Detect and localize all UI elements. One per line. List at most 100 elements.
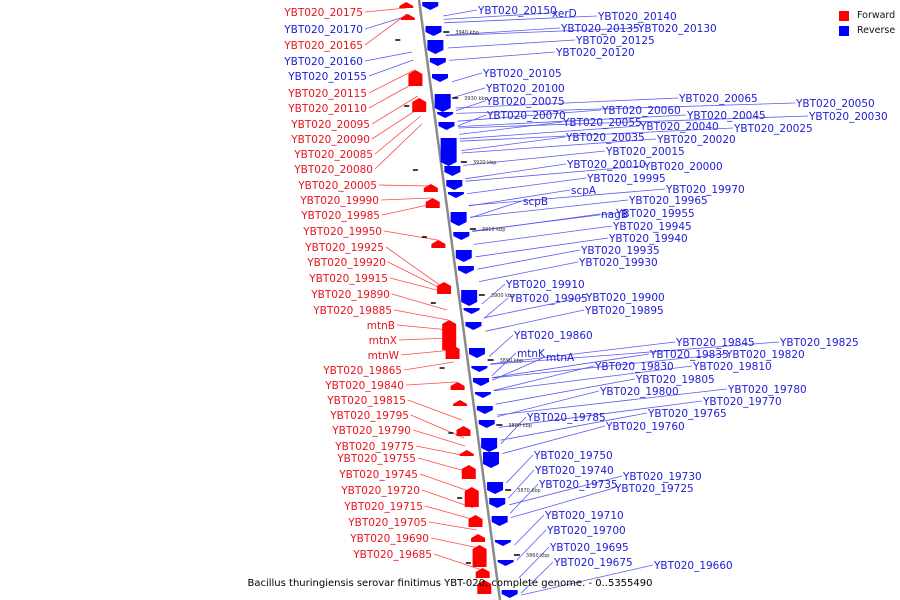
gene-label: mtnK	[517, 348, 546, 360]
gene-label: YBT020_20030	[808, 111, 888, 123]
leader-line	[410, 414, 465, 439]
forward-gene	[464, 487, 479, 507]
gene-label: YBT020_19810	[692, 361, 772, 373]
forward-gene	[461, 465, 476, 479]
gene-label: YBT020_20025	[733, 123, 813, 135]
gene-label: YBT020_19965	[628, 195, 708, 207]
gene-label: YBT020_20130	[637, 23, 717, 35]
legend-forward: Forward	[839, 8, 895, 23]
gene-label: YBT020_20085	[293, 149, 373, 161]
forward-gene	[456, 426, 471, 436]
legend: Forward Reverse	[839, 8, 895, 38]
gene-label: YBT020_19775	[334, 441, 414, 453]
leader-line	[490, 341, 780, 365]
leader-line	[516, 529, 547, 561]
leader-line	[509, 475, 623, 506]
gene-label: YBT020_20115	[287, 88, 367, 100]
leader-line	[433, 553, 483, 571]
leader-line	[507, 469, 535, 499]
map-caption: Bacillus thuringiensis serovar finitimus…	[247, 578, 653, 589]
gene-label: YBT020_20150	[477, 5, 557, 17]
leader-line	[454, 87, 486, 98]
reverse-gene	[431, 74, 448, 82]
leader-line	[385, 246, 445, 289]
reverse-gene	[481, 438, 498, 452]
leader-line	[483, 296, 586, 319]
reverse-gene	[471, 366, 488, 372]
reverse-gene	[468, 348, 485, 358]
gene-label: YBT020_19885	[312, 305, 392, 317]
leader-line	[445, 27, 561, 36]
gene-label: YBT020_20060	[601, 105, 681, 117]
leader-line	[477, 249, 581, 270]
gene-label: nagB	[601, 209, 628, 221]
gene-label: YBT020_19660	[653, 560, 733, 572]
gene-label: YBT020_19755	[336, 453, 416, 465]
leader-line	[490, 341, 676, 365]
leader-line	[472, 212, 616, 232]
leader-line	[378, 184, 431, 187]
leader-line	[407, 399, 462, 421]
gene-label: YBT020_19725	[614, 483, 694, 495]
gene-label: YBT020_19745	[338, 469, 418, 481]
gene-label: YBT020_19925	[304, 242, 384, 254]
leader-line	[481, 283, 506, 305]
leader-line	[368, 59, 414, 77]
reverse-swatch	[839, 25, 849, 36]
leader-line	[502, 425, 606, 454]
gene-label: YBT020_19955	[615, 208, 695, 220]
reverse-gene	[501, 590, 518, 598]
reverse-gene	[478, 420, 495, 428]
gene-label: YBT020_19905	[508, 293, 588, 305]
forward-gene	[475, 568, 490, 578]
leader-line	[497, 390, 600, 417]
leader-line	[496, 388, 728, 416]
gene-label: YBT020_19815	[326, 395, 406, 407]
leader-line	[470, 199, 629, 218]
leader-line	[510, 487, 615, 518]
forward-gene	[408, 70, 423, 86]
leader-line	[391, 293, 447, 311]
reverse-gene	[429, 58, 446, 66]
forward-gene	[442, 320, 457, 350]
gene-label: YBT020_19935	[580, 245, 660, 257]
leader-line	[364, 7, 407, 13]
leader-line	[488, 334, 514, 357]
gene-label: YBT020_20135	[560, 23, 640, 35]
gene-label: mtnB	[367, 320, 395, 332]
forward-gene	[437, 282, 452, 294]
leader-line	[398, 337, 451, 341]
gene-label: YBT020_19940	[608, 233, 688, 245]
genome-axis	[417, 0, 502, 600]
gene-label: YBT020_19970	[665, 184, 745, 196]
reverse-gene	[427, 40, 444, 54]
gene-label: YBT020_19695	[549, 542, 629, 554]
gene-label: YBT020_20050	[795, 98, 875, 110]
leader-line	[364, 51, 413, 62]
gene-label: YBT020_19780	[727, 384, 807, 396]
gene-label: YBT020_19770	[702, 396, 782, 408]
leader-line	[500, 412, 648, 441]
tick-label: 3940 kbp	[455, 30, 479, 36]
gene-label: YBT020_19675	[553, 557, 633, 569]
gene-label: YBT020_19830	[594, 361, 674, 373]
legend-reverse-label: Reverse	[857, 25, 896, 36]
gene-labels: YBT020_20175 YBT020_20170 YBT020_20165 YBT0…	[283, 5, 887, 572]
legend-forward-label: Forward	[857, 10, 896, 21]
leader-line	[444, 15, 598, 24]
gene-label: YBT020_19985	[300, 210, 380, 222]
leader-line	[467, 177, 587, 194]
gene-label: xerD	[552, 8, 577, 20]
leader-line	[461, 136, 566, 151]
gene-label: YBT020_20105	[482, 68, 562, 80]
gene-label: YBT020_20020	[656, 134, 736, 146]
gene-label: YBT020_19700	[546, 525, 626, 537]
gene-features	[399, 2, 518, 598]
gene-label: YBT020_19705	[347, 517, 427, 529]
gene-label: YBT020_20155	[287, 71, 367, 83]
gene-label: YBT020_19920	[306, 257, 386, 269]
gene-label: YBT020_20160	[283, 56, 363, 68]
gene-label: YBT020_19900	[585, 292, 665, 304]
forward-gene	[450, 382, 465, 390]
